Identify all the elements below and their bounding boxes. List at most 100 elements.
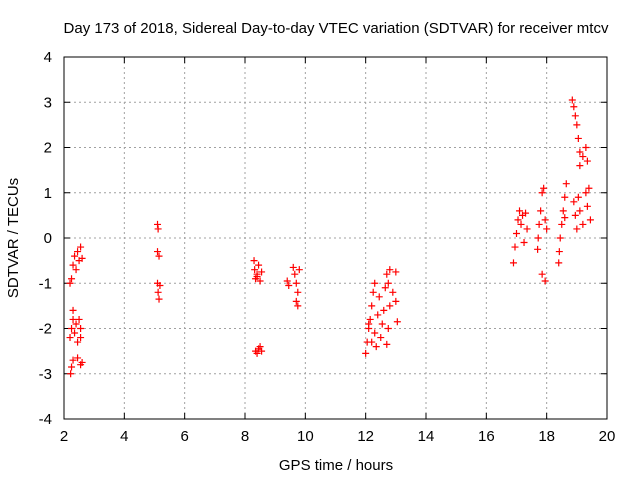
- x-tick-label: 8: [241, 428, 249, 445]
- data-point: [538, 189, 546, 197]
- data-point: [389, 288, 397, 296]
- data-point: [540, 184, 548, 192]
- x-tick-label: 18: [538, 428, 555, 445]
- data-point: [384, 279, 392, 287]
- data-points: [66, 96, 594, 378]
- data-point: [561, 193, 569, 201]
- y-tick-label: -2: [39, 321, 52, 338]
- data-point: [568, 96, 576, 104]
- data-point: [251, 266, 259, 274]
- data-point: [516, 207, 524, 215]
- data-point: [285, 282, 293, 290]
- data-point: [258, 347, 266, 355]
- data-point: [381, 284, 389, 292]
- data-point: [74, 248, 82, 256]
- data-point: [392, 297, 400, 305]
- data-point: [250, 257, 258, 265]
- data-point: [371, 279, 379, 287]
- data-point: [69, 306, 77, 314]
- data-point: [571, 112, 579, 120]
- data-point: [72, 266, 80, 274]
- data-point: [513, 229, 520, 237]
- data-point: [509, 259, 517, 267]
- data-point: [155, 252, 163, 260]
- x-tick-label: 10: [297, 428, 314, 445]
- data-point: [535, 220, 543, 228]
- data-point: [579, 153, 587, 161]
- data-point: [78, 358, 86, 366]
- data-point: [375, 293, 383, 301]
- x-axis-label: GPS time / hours: [279, 457, 393, 474]
- data-point: [256, 277, 264, 285]
- data-point: [294, 288, 302, 296]
- x-tick-label: 4: [120, 428, 128, 445]
- data-point: [543, 225, 551, 233]
- data-point: [368, 302, 376, 310]
- data-point: [258, 268, 266, 276]
- data-point: [570, 198, 578, 206]
- y-tick-label: -4: [39, 411, 52, 428]
- data-point: [156, 282, 164, 290]
- data-point: [562, 180, 570, 188]
- data-point: [582, 189, 590, 197]
- data-point: [66, 334, 74, 342]
- data-point: [377, 334, 385, 342]
- data-point: [78, 254, 86, 262]
- data-point: [541, 277, 549, 285]
- data-point: [585, 184, 593, 192]
- data-point: [576, 207, 584, 215]
- data-point: [154, 248, 162, 256]
- data-point: [253, 272, 261, 280]
- data-point: [77, 325, 85, 332]
- data-point: [514, 216, 522, 224]
- data-point: [523, 225, 531, 233]
- x-tick-label: 6: [180, 428, 188, 445]
- data-point: [522, 209, 530, 217]
- data-point: [292, 297, 300, 305]
- data-point: [559, 207, 567, 215]
- x-tick-label: 14: [418, 428, 435, 445]
- data-point: [517, 220, 525, 228]
- data-point: [386, 302, 394, 310]
- y-tick-label: 3: [44, 94, 52, 111]
- data-point: [295, 266, 303, 274]
- y-tick-label: 2: [44, 140, 52, 157]
- data-point: [574, 193, 582, 201]
- data-point: [77, 334, 85, 342]
- data-point: [558, 220, 566, 228]
- data-point: [520, 239, 528, 247]
- data-point: [574, 134, 582, 142]
- data-point: [68, 275, 76, 283]
- x-tick-label: 12: [357, 428, 374, 445]
- y-tick-label: -1: [39, 275, 52, 292]
- data-point: [556, 234, 564, 242]
- data-point: [69, 356, 77, 364]
- grid-lines: [64, 57, 607, 419]
- data-point: [374, 311, 382, 319]
- data-point: [67, 370, 75, 378]
- data-point: [74, 354, 82, 362]
- data-point: [154, 288, 162, 296]
- x-tick-label: 16: [478, 428, 495, 445]
- data-point: [392, 268, 400, 276]
- data-point: [255, 261, 263, 269]
- y-tick-label: 4: [44, 49, 52, 66]
- data-point: [69, 315, 77, 323]
- y-tick-label: 0: [44, 230, 52, 247]
- data-point: [289, 263, 297, 271]
- data-point: [283, 277, 291, 285]
- data-point: [66, 279, 74, 287]
- data-point: [383, 270, 391, 278]
- data-point: [366, 315, 374, 323]
- data-point: [155, 295, 163, 303]
- y-tick-label: 1: [44, 185, 52, 202]
- data-point: [579, 220, 587, 228]
- x-tick-label: 2: [60, 428, 68, 445]
- data-point: [69, 261, 77, 269]
- data-point: [534, 234, 542, 242]
- data-point: [378, 320, 386, 328]
- data-point: [561, 214, 569, 222]
- data-point: [368, 338, 376, 346]
